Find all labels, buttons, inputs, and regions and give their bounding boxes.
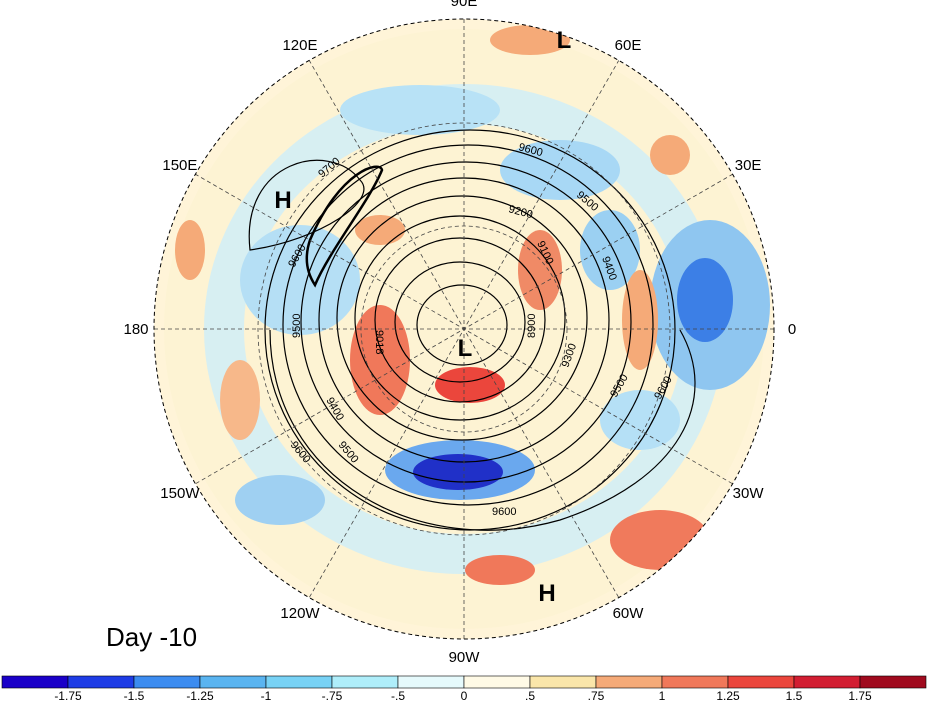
longitude-label: 150E — [162, 157, 197, 174]
colorbar-tick-label: -1.75 — [54, 689, 82, 702]
colorbar-tick-label: -.75 — [322, 689, 343, 702]
longitude-label: 60E — [615, 37, 642, 54]
longitude-label: 180 — [123, 321, 148, 338]
colorbar-tick-label: .5 — [525, 689, 535, 702]
colorbar-swatch — [595, 675, 663, 689]
colorbar-tick-label: 0 — [461, 689, 468, 702]
high-marker: H — [538, 580, 555, 607]
colorbar-swatch — [463, 675, 531, 689]
graticule — [154, 19, 774, 639]
longitude-label: 0 — [788, 321, 796, 338]
colorbar-swatch — [727, 675, 795, 689]
colorbar-tick-label: 1.75 — [848, 689, 872, 702]
longitude-labels: 90E 60E 30E 0 30W 60W 90W 120W 150W 180 150E 120E — [123, 0, 796, 666]
map-rim — [153, 18, 775, 640]
longitude-label: 120W — [280, 605, 320, 622]
colorbar-tick-label: .75 — [588, 689, 605, 702]
longitude-label: 90E — [451, 0, 478, 10]
contour-label: 9500 — [291, 314, 303, 338]
longitude-label: 120E — [282, 37, 317, 54]
colorbar-tick-label: -1.5 — [124, 689, 145, 702]
day-label: Day -10 — [106, 622, 197, 652]
height-contours — [248, 129, 696, 531]
longitude-label: 30E — [735, 157, 762, 174]
colorbar-tick-label: 1 — [659, 689, 666, 702]
colorbar-tick-label: -.5 — [391, 689, 405, 702]
contour-label: 9018 — [373, 330, 385, 354]
colorbar: -1.75 -1.5 -1.25 -1 -.75 -.5 0 .5 .75 1 1.25 1.5 1.7… — [1, 675, 927, 702]
colorbar-tick-label: 1.25 — [716, 689, 740, 702]
colorbar-swatch — [859, 675, 927, 689]
colorbar-tick-label: -1 — [261, 689, 272, 702]
colorbar-swatch — [661, 675, 729, 689]
high-marker: H — [274, 187, 291, 214]
low-marker: L — [557, 27, 572, 54]
longitude-label: 90W — [449, 649, 481, 666]
colorbar-swatch — [133, 675, 201, 689]
colorbar-swatch — [199, 675, 267, 689]
colorbar-swatch — [265, 675, 333, 689]
colorbar-swatch — [397, 675, 465, 689]
colorbar-swatch — [67, 675, 135, 689]
colorbar-tick-label: -1.25 — [186, 689, 214, 702]
colorbar-swatch — [331, 675, 399, 689]
longitude-label: 60W — [613, 605, 645, 622]
contour-label: 9600 — [492, 506, 516, 518]
colorbar-tick-label: 1.5 — [786, 689, 803, 702]
longitude-label: 30W — [733, 485, 765, 502]
colorbar-swatch — [793, 675, 861, 689]
contour-label: 8900 — [526, 314, 538, 338]
colorbar-swatch — [529, 675, 597, 689]
longitude-label: 150W — [160, 485, 200, 502]
low-marker: L — [458, 335, 473, 362]
colorbar-swatch — [1, 675, 69, 689]
